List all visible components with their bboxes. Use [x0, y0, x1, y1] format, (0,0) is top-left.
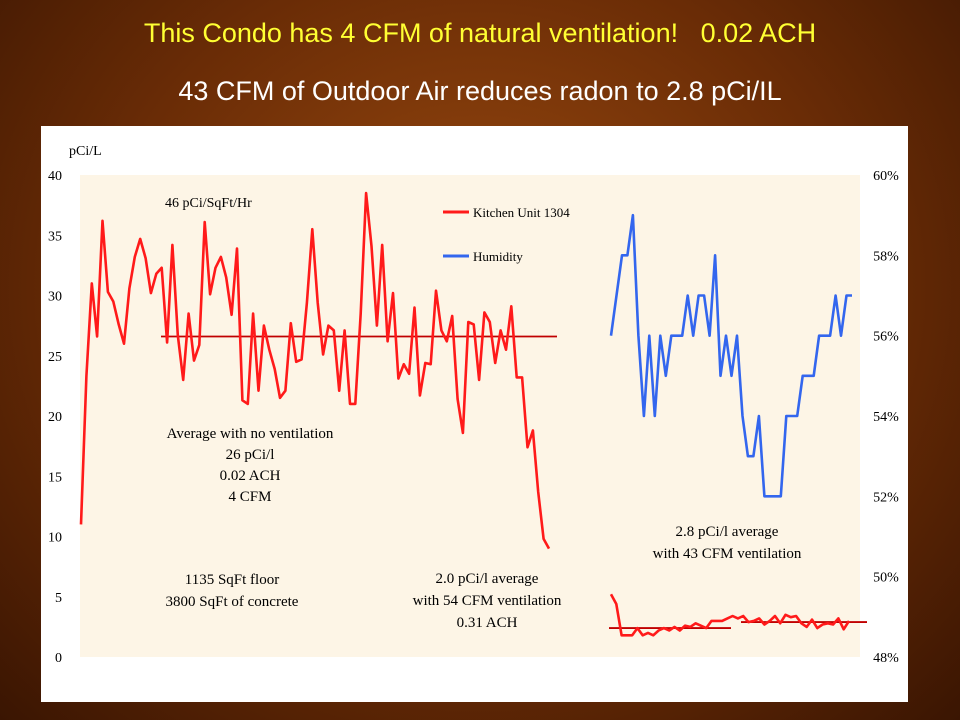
- annotation-emission-rate: 46 pCi/SqFt/Hr: [165, 196, 252, 211]
- annotation-floor: 1135 SqFt floor 3800 SqFt of concrete: [166, 572, 299, 610]
- annotation-no-vent-line-2: 26 pCi/l: [226, 447, 275, 463]
- plot-area-background: [80, 175, 860, 657]
- annotation-no-vent-line-4: 4 CFM: [229, 489, 272, 505]
- y2-tick-label: 50%: [873, 571, 899, 586]
- series-line-kitchen-unit: [79, 191, 551, 550]
- annotation-43cfm: 2.8 pCi/l average with 43 CFM ventilatio…: [653, 524, 802, 562]
- y-axis-ticks: 0 5 10 15 20 25 30 35 40: [48, 169, 62, 666]
- y-tick-label: 5: [55, 591, 62, 606]
- y-tick-label: 20: [48, 410, 62, 425]
- y2-tick-label: 54%: [873, 410, 899, 425]
- y-tick-label: 30: [48, 290, 62, 305]
- slide-title-line-2: 43 CFM of Outdoor Air reduces radon to 2…: [178, 76, 782, 106]
- y2-tick-label: 52%: [873, 490, 899, 505]
- annotation-54cfm-line-2: with 54 CFM ventilation: [413, 593, 562, 609]
- y-tick-label: 40: [48, 169, 62, 184]
- y-tick-label: 25: [48, 350, 62, 365]
- y2-tick-label: 56%: [873, 330, 899, 345]
- y-tick-label: 10: [48, 531, 62, 546]
- legend: Kitchen Unit 1304 Humidity: [443, 205, 570, 264]
- series-line-humidity: [609, 213, 852, 498]
- annotation-no-vent-line-1: Average with no ventilation: [167, 426, 334, 442]
- y2-tick-label: 48%: [873, 651, 899, 666]
- annotation-54cfm: 2.0 pCi/l average with 54 CFM ventilatio…: [413, 571, 562, 631]
- radon-humidity-chart: pCi/L 0 5 10 15 20 25 30 35 40 48% 50% 52% 54% 56% 58…: [48, 144, 899, 666]
- series-line-kitchen-unit-ventilated: [609, 593, 851, 637]
- y2-axis-ticks: 48% 50% 52% 54% 56% 58% 60%: [873, 169, 899, 666]
- annotation-floor-line-1: 1135 SqFt floor: [185, 572, 279, 588]
- annotation-54cfm-line-1: 2.0 pCi/l average: [436, 571, 539, 587]
- annotation-no-ventilation: Average with no ventilation 26 pCi/l 0.0…: [167, 426, 334, 505]
- chart-panel: pCi/L 0 5 10 15 20 25 30 35 40 48% 50% 52% 54% 56% 58…: [41, 126, 908, 702]
- y-tick-label: 0: [55, 651, 62, 666]
- annotation-54cfm-line-3: 0.31 ACH: [457, 615, 518, 631]
- legend-label-kitchen: Kitchen Unit 1304: [473, 205, 570, 220]
- slide-title-line-1: This Condo has 4 CFM of natural ventilat…: [143, 18, 817, 48]
- legend-label-humidity: Humidity: [473, 249, 523, 264]
- annotation-43cfm-line-1: 2.8 pCi/l average: [676, 524, 779, 540]
- y-tick-label: 15: [48, 470, 62, 485]
- annotation-no-vent-line-3: 0.02 ACH: [220, 468, 281, 484]
- y-axis-label: pCi/L: [69, 144, 102, 159]
- annotation-43cfm-line-2: with 43 CFM ventilation: [653, 546, 802, 562]
- y2-tick-label: 58%: [873, 249, 899, 264]
- y2-tick-label: 60%: [873, 169, 899, 184]
- annotation-floor-line-2: 3800 SqFt of concrete: [166, 594, 299, 610]
- y-tick-label: 35: [48, 229, 62, 244]
- series-lines: [79, 191, 852, 637]
